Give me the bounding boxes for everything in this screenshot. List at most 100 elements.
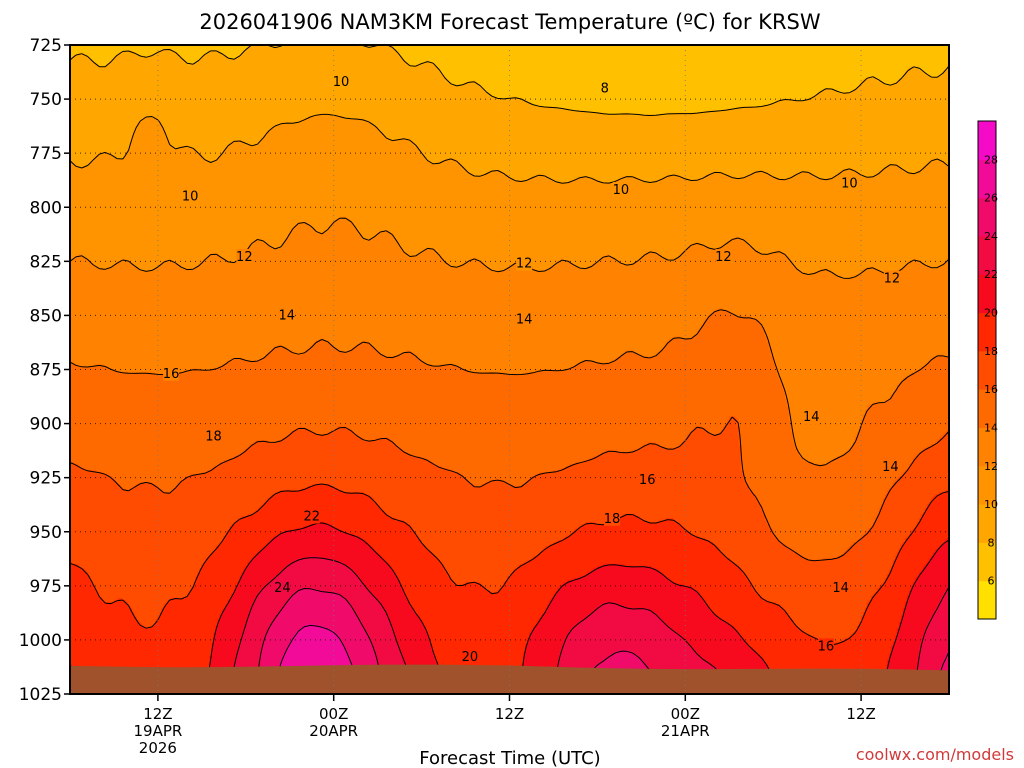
colorbar-tick-label: 12 [984,460,998,473]
y-tick-label: 800 [30,198,62,218]
contour-label-bg [278,307,295,323]
colorbar-tick-label: 26 [984,192,998,205]
temperature-field [70,45,949,694]
colorbar-tick-label: 10 [984,498,998,511]
contour-label: 18 [205,430,222,445]
colorbar: 6 8 10 12 14 16 18 20 22 24 26 28 [977,120,998,620]
contour-label-bg [516,311,533,327]
contour-label-bg [596,80,613,96]
credit-text: coolwx.com/models [856,745,1014,764]
colorbar-segment [978,197,996,237]
contour-label-bg [604,510,621,526]
x-axis-label: Forecast Time (UTC) [419,748,600,768]
contour-label: 12 [236,250,253,265]
y-tick-label: 1025 [19,685,62,705]
contour-label: 18 [604,512,621,527]
contour-label-bg [236,249,253,265]
contour-label: 14 [516,313,533,328]
contour-label-bg [516,255,533,271]
contour-label: 14 [882,460,899,475]
contour-label: 10 [182,189,199,204]
colorbar-tick-label: 28 [984,153,998,166]
colorbar-segment [978,427,996,467]
contour-16 [69,416,950,562]
contour-label: 14 [279,308,296,323]
ground-surface [70,664,949,694]
y-tick-label: 925 [30,469,62,489]
x-tick-label: 12Z [495,705,524,723]
contour-label-bg [333,73,350,89]
contour-label: 10 [333,75,350,90]
y-tick-label: 1000 [19,631,62,651]
colorbar-segment [978,465,996,505]
colorbar-tick-label: 6 [988,575,995,588]
colorbar-tick-label: 14 [984,421,998,434]
grid-lines [70,45,949,694]
contour-label-bg [182,188,199,204]
y-tick-label: 725 [30,36,62,56]
contour-label: 12 [884,272,901,287]
x-tick-label: 20APR [309,722,358,740]
y-tick-label: 750 [30,90,62,110]
x-tick-label: 00Z [319,705,348,723]
contour-label-bg [163,365,180,381]
contour-label-bg [303,508,320,524]
contour-label-bg [883,270,900,286]
x-tick-label: 21APR [661,722,710,740]
contour-label: 16 [639,473,656,488]
colorbar-segment [978,159,996,199]
contour-label: 16 [818,639,835,654]
colorbar-tick-label: 20 [984,307,998,320]
colorbar-tick-label: 16 [984,383,998,396]
colorbar-segment [978,580,996,620]
contour-label: 10 [613,183,630,198]
contour-label: 12 [516,256,533,271]
y-tick-label: 875 [30,361,62,381]
contour-label: 14 [803,410,820,425]
y-tick-label: 775 [30,144,62,164]
contour-label: 20 [462,650,479,665]
contour-label-bg [715,249,732,265]
contour-label: 14 [832,581,849,596]
x-tick-label: 2026 [139,739,177,757]
contour-label: 10 [841,176,858,191]
colorbar-segment [978,504,996,543]
colorbar-segment [978,542,996,582]
y-tick-label: 850 [30,306,62,326]
contour-label-bg [639,471,656,487]
contour-label: 12 [715,250,732,265]
x-tick-label: 19APR [133,722,182,740]
contour-label-bg [832,579,849,595]
contour-label-bg [274,579,291,595]
colorbar-segment [978,350,996,390]
contour-label-bg [817,638,834,654]
y-tick-label: 950 [30,523,62,543]
colorbar-tick-label: 18 [984,345,998,358]
colorbar-segment [978,235,996,275]
contour-label-bg [803,409,820,425]
contour-8 [69,44,950,116]
y-tick-label: 825 [30,252,62,272]
colorbar-segment [978,121,996,160]
x-tick-label: 12Z [143,705,172,723]
contour-label: 22 [303,510,320,525]
plot-area: 10 8 10 10 10 12 12 12 12 14 14 14 14 14 16 16 16 18 18 20 2… [69,44,950,695]
contour-label-bg [205,428,222,444]
contour-lines [69,44,950,695]
contour-labels: 10 8 10 10 10 12 12 12 12 14 14 14 14 14 16 16 16 18 18 20 2… [163,73,901,665]
colorbar-segment [978,312,996,352]
y-tick-label: 975 [30,577,62,597]
y-axis: 725 750 775 800 825 850 875 900 925 950 975 1000 102… [19,36,70,705]
colorbar-tick-label: 8 [988,536,995,549]
contour-18 [69,483,950,646]
contour-10 [69,113,950,184]
y-tick-label: 900 [30,415,62,435]
contour-14 [69,309,950,467]
colorbar-frame [977,120,997,620]
contour-label-bg [461,649,478,665]
contour-label-bg [841,175,858,191]
colorbar-segment [978,389,996,428]
colorbar-tick-label: 22 [984,268,998,281]
